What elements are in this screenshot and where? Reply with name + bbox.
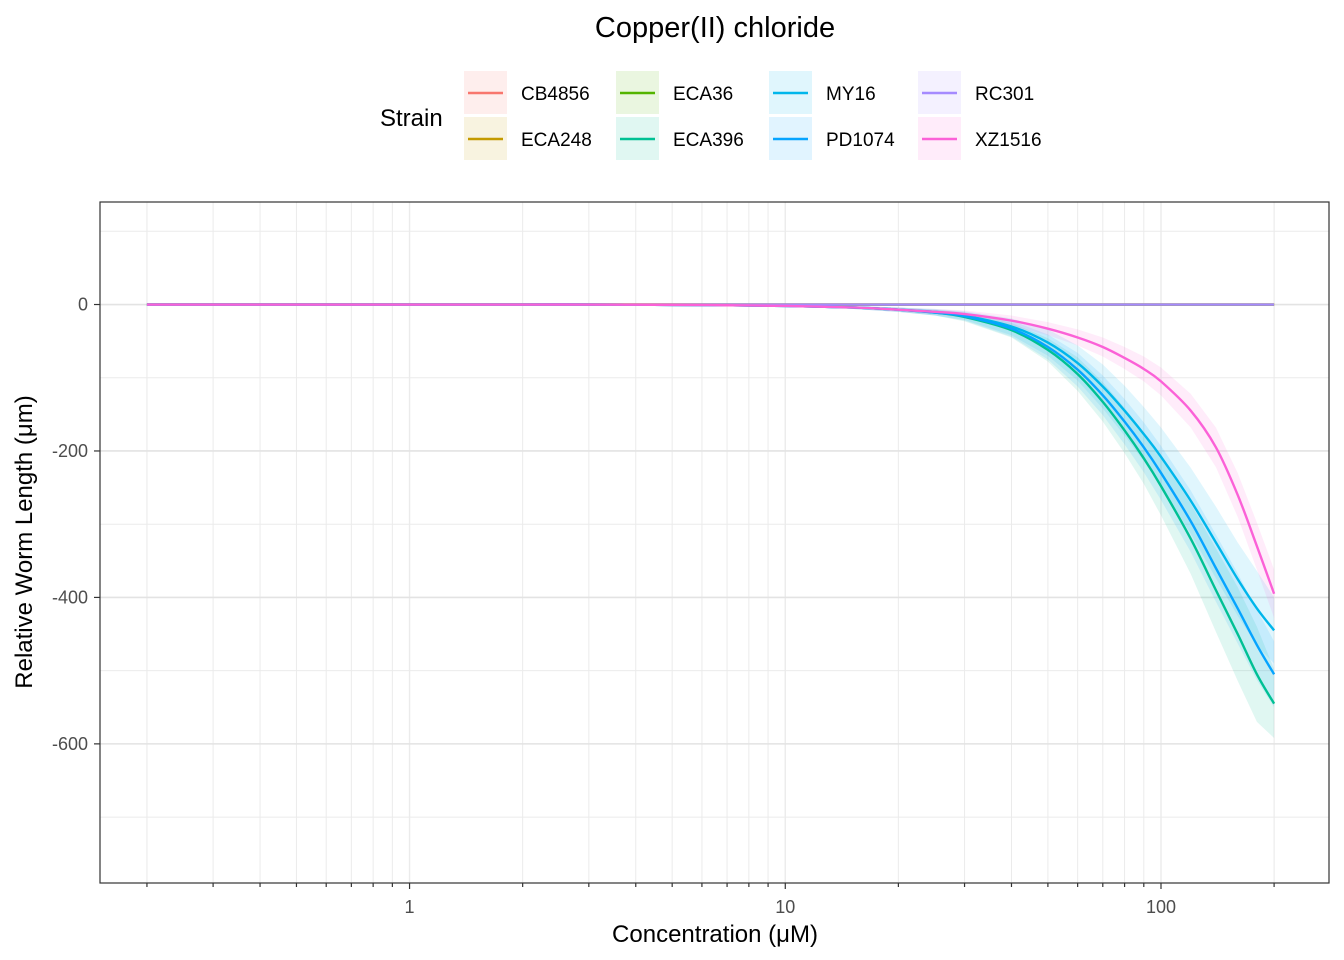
legend-title: Strain: [380, 105, 443, 132]
legend-label-PD1074: PD1074: [826, 130, 895, 151]
y-tick-label: -600: [52, 734, 88, 754]
minor-gridlines: [100, 202, 1329, 883]
x-tick-label: 100: [1146, 897, 1176, 917]
plot-panel: [99, 201, 1330, 884]
y-tick-label: -400: [52, 587, 88, 607]
chart-title: Copper(II) chloride: [595, 12, 835, 44]
panel-border: [99, 201, 1330, 884]
legend-label-MY16: MY16: [826, 84, 876, 105]
y-tick-label: 0: [78, 295, 88, 315]
x-axis: 1 10 100: [146, 883, 1275, 917]
legend-label-ECA248: ECA248: [521, 130, 592, 151]
legend-label-CB4856: CB4856: [521, 84, 590, 105]
y-axis: 0 -200 -400 -600: [52, 295, 100, 754]
legend: Strain CB4856 ECA248 ECA36 ECA396 MY16 PD1074…: [380, 71, 1042, 160]
y-tick-label: -200: [52, 441, 88, 461]
legend-label-ECA396: ECA396: [673, 130, 744, 151]
legend-label-ECA36: ECA36: [673, 84, 733, 105]
series-line-XZ1516: [146, 303, 1276, 595]
x-tick-label: 10: [775, 897, 795, 917]
x-tick-label: 1: [405, 897, 415, 917]
legend-label-RC301: RC301: [975, 84, 1034, 105]
legend-label-XZ1516: XZ1516: [975, 130, 1042, 151]
series-lines: [146, 303, 1276, 705]
y-axis-title: Relative Worm Length (μm): [11, 395, 38, 688]
x-axis-title: Concentration (μM): [612, 921, 818, 948]
